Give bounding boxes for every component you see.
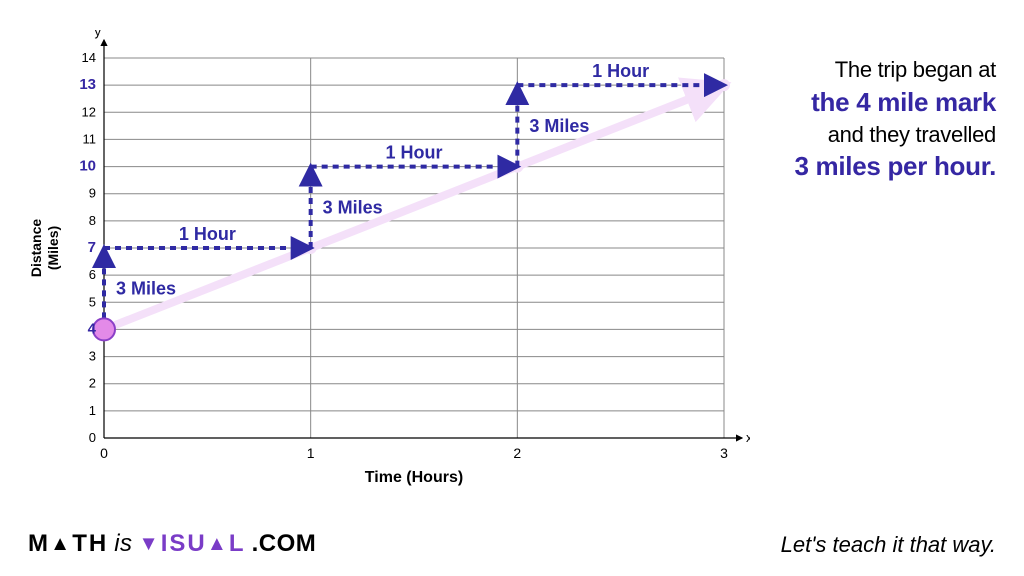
- y-tick-label: 7: [88, 239, 96, 256]
- y-tick-label: 8: [89, 213, 96, 228]
- x-tick-label: 3: [720, 445, 728, 461]
- triangle-icon: ▲: [50, 533, 72, 556]
- brand-logo: M▲TH is ▼ISU▲L.COM: [28, 530, 316, 558]
- y-tick-label: 14: [82, 50, 96, 65]
- footer: M▲TH is ▼ISU▲L.COM Let's teach it that w…: [28, 530, 996, 558]
- triangle-icon: ▲: [207, 533, 229, 556]
- brand-visual: ▼ISU▲L: [139, 530, 246, 558]
- rise-label: 3 Miles: [529, 116, 589, 136]
- y-tick-label: 9: [89, 186, 96, 201]
- y-tick-label: 6: [89, 267, 96, 282]
- chart-svg: x y 1 Hour 3 Miles 1 Hour 3 Miles 1 Hour 3 Mile…: [30, 30, 750, 510]
- y-tick-label: 0: [89, 430, 96, 445]
- y-tick-label: 5: [89, 294, 96, 309]
- y-tick-label: 11: [83, 131, 97, 146]
- y-axis-letter: y: [95, 30, 102, 39]
- run-label: 1 Hour: [592, 61, 649, 81]
- rise-label: 3 Miles: [323, 197, 383, 217]
- y-tick-label: 12: [82, 104, 96, 119]
- start-marker: [93, 318, 115, 340]
- x-tick-label: 2: [513, 445, 521, 461]
- explanation-line-1: The trip began at: [736, 55, 996, 85]
- y-tick-label: 13: [79, 76, 96, 93]
- x-tick-label: 0: [100, 445, 108, 461]
- y-axis-label: Distance(Miles): [30, 219, 61, 278]
- brand-math: M▲TH: [28, 530, 108, 558]
- x-tick-label: 1: [307, 445, 315, 461]
- run-label: 1 Hour: [385, 143, 442, 163]
- y-tick-label: 1: [89, 403, 96, 418]
- footer-tagline: Let's teach it that way.: [781, 532, 996, 558]
- y-tick-label: 4: [88, 320, 97, 337]
- run-label: 1 Hour: [179, 224, 236, 244]
- explanation-line-3: and they travelled: [736, 120, 996, 150]
- y-tick-label: 2: [89, 376, 96, 391]
- x-axis-letter: x: [746, 430, 750, 445]
- rise-label: 3 Miles: [116, 279, 176, 299]
- trend-line: [104, 85, 724, 329]
- triangle-down-icon: ▼: [139, 533, 161, 556]
- explanation-line-2: the 4 mile mark: [736, 85, 996, 120]
- explanation-text: The trip began at the 4 mile mark and th…: [736, 55, 996, 185]
- brand-com: .COM: [252, 530, 317, 558]
- brand-is: is: [114, 530, 132, 558]
- chart-area: x y 1 Hour 3 Miles 1 Hour 3 Miles 1 Hour 3 Mile…: [30, 30, 750, 510]
- explanation-line-4: 3 miles per hour.: [736, 149, 996, 184]
- y-tick-label: 3: [89, 349, 96, 364]
- x-axis-label: Time (Hours): [365, 469, 463, 486]
- y-tick-label: 10: [79, 158, 96, 175]
